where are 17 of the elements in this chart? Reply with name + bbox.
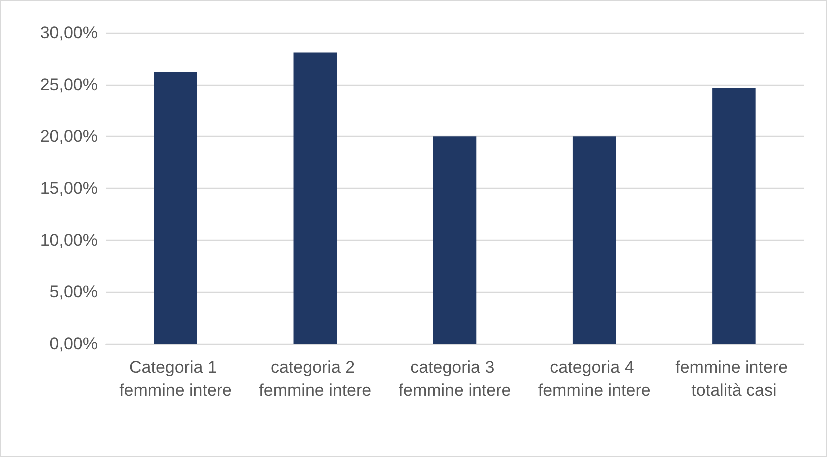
y-tick-label: 15,00% bbox=[40, 179, 98, 198]
bar bbox=[712, 88, 756, 344]
y-tick-label: 0,00% bbox=[50, 334, 98, 354]
x-tick-label: Categoria 1 femmine intere bbox=[120, 358, 232, 400]
bar bbox=[572, 136, 616, 344]
bar bbox=[433, 136, 477, 344]
bar bbox=[154, 72, 198, 344]
y-tick-label: 25,00% bbox=[40, 75, 98, 94]
x-tick-label: femmine intere totalità casi bbox=[676, 358, 793, 400]
y-tick-label: 20,00% bbox=[40, 127, 98, 146]
x-tick-label: categoria 4 femmine intere bbox=[538, 358, 651, 400]
x-tick-label: categoria 3 femmine intere bbox=[398, 358, 512, 400]
bar bbox=[294, 52, 338, 344]
x-tick-label: categoria 2 femmine intere bbox=[259, 358, 372, 400]
y-tick-label: 30,00% bbox=[40, 24, 98, 42]
y-tick-label: 10,00% bbox=[40, 230, 98, 250]
y-tick-label: 5,00% bbox=[50, 282, 98, 302]
